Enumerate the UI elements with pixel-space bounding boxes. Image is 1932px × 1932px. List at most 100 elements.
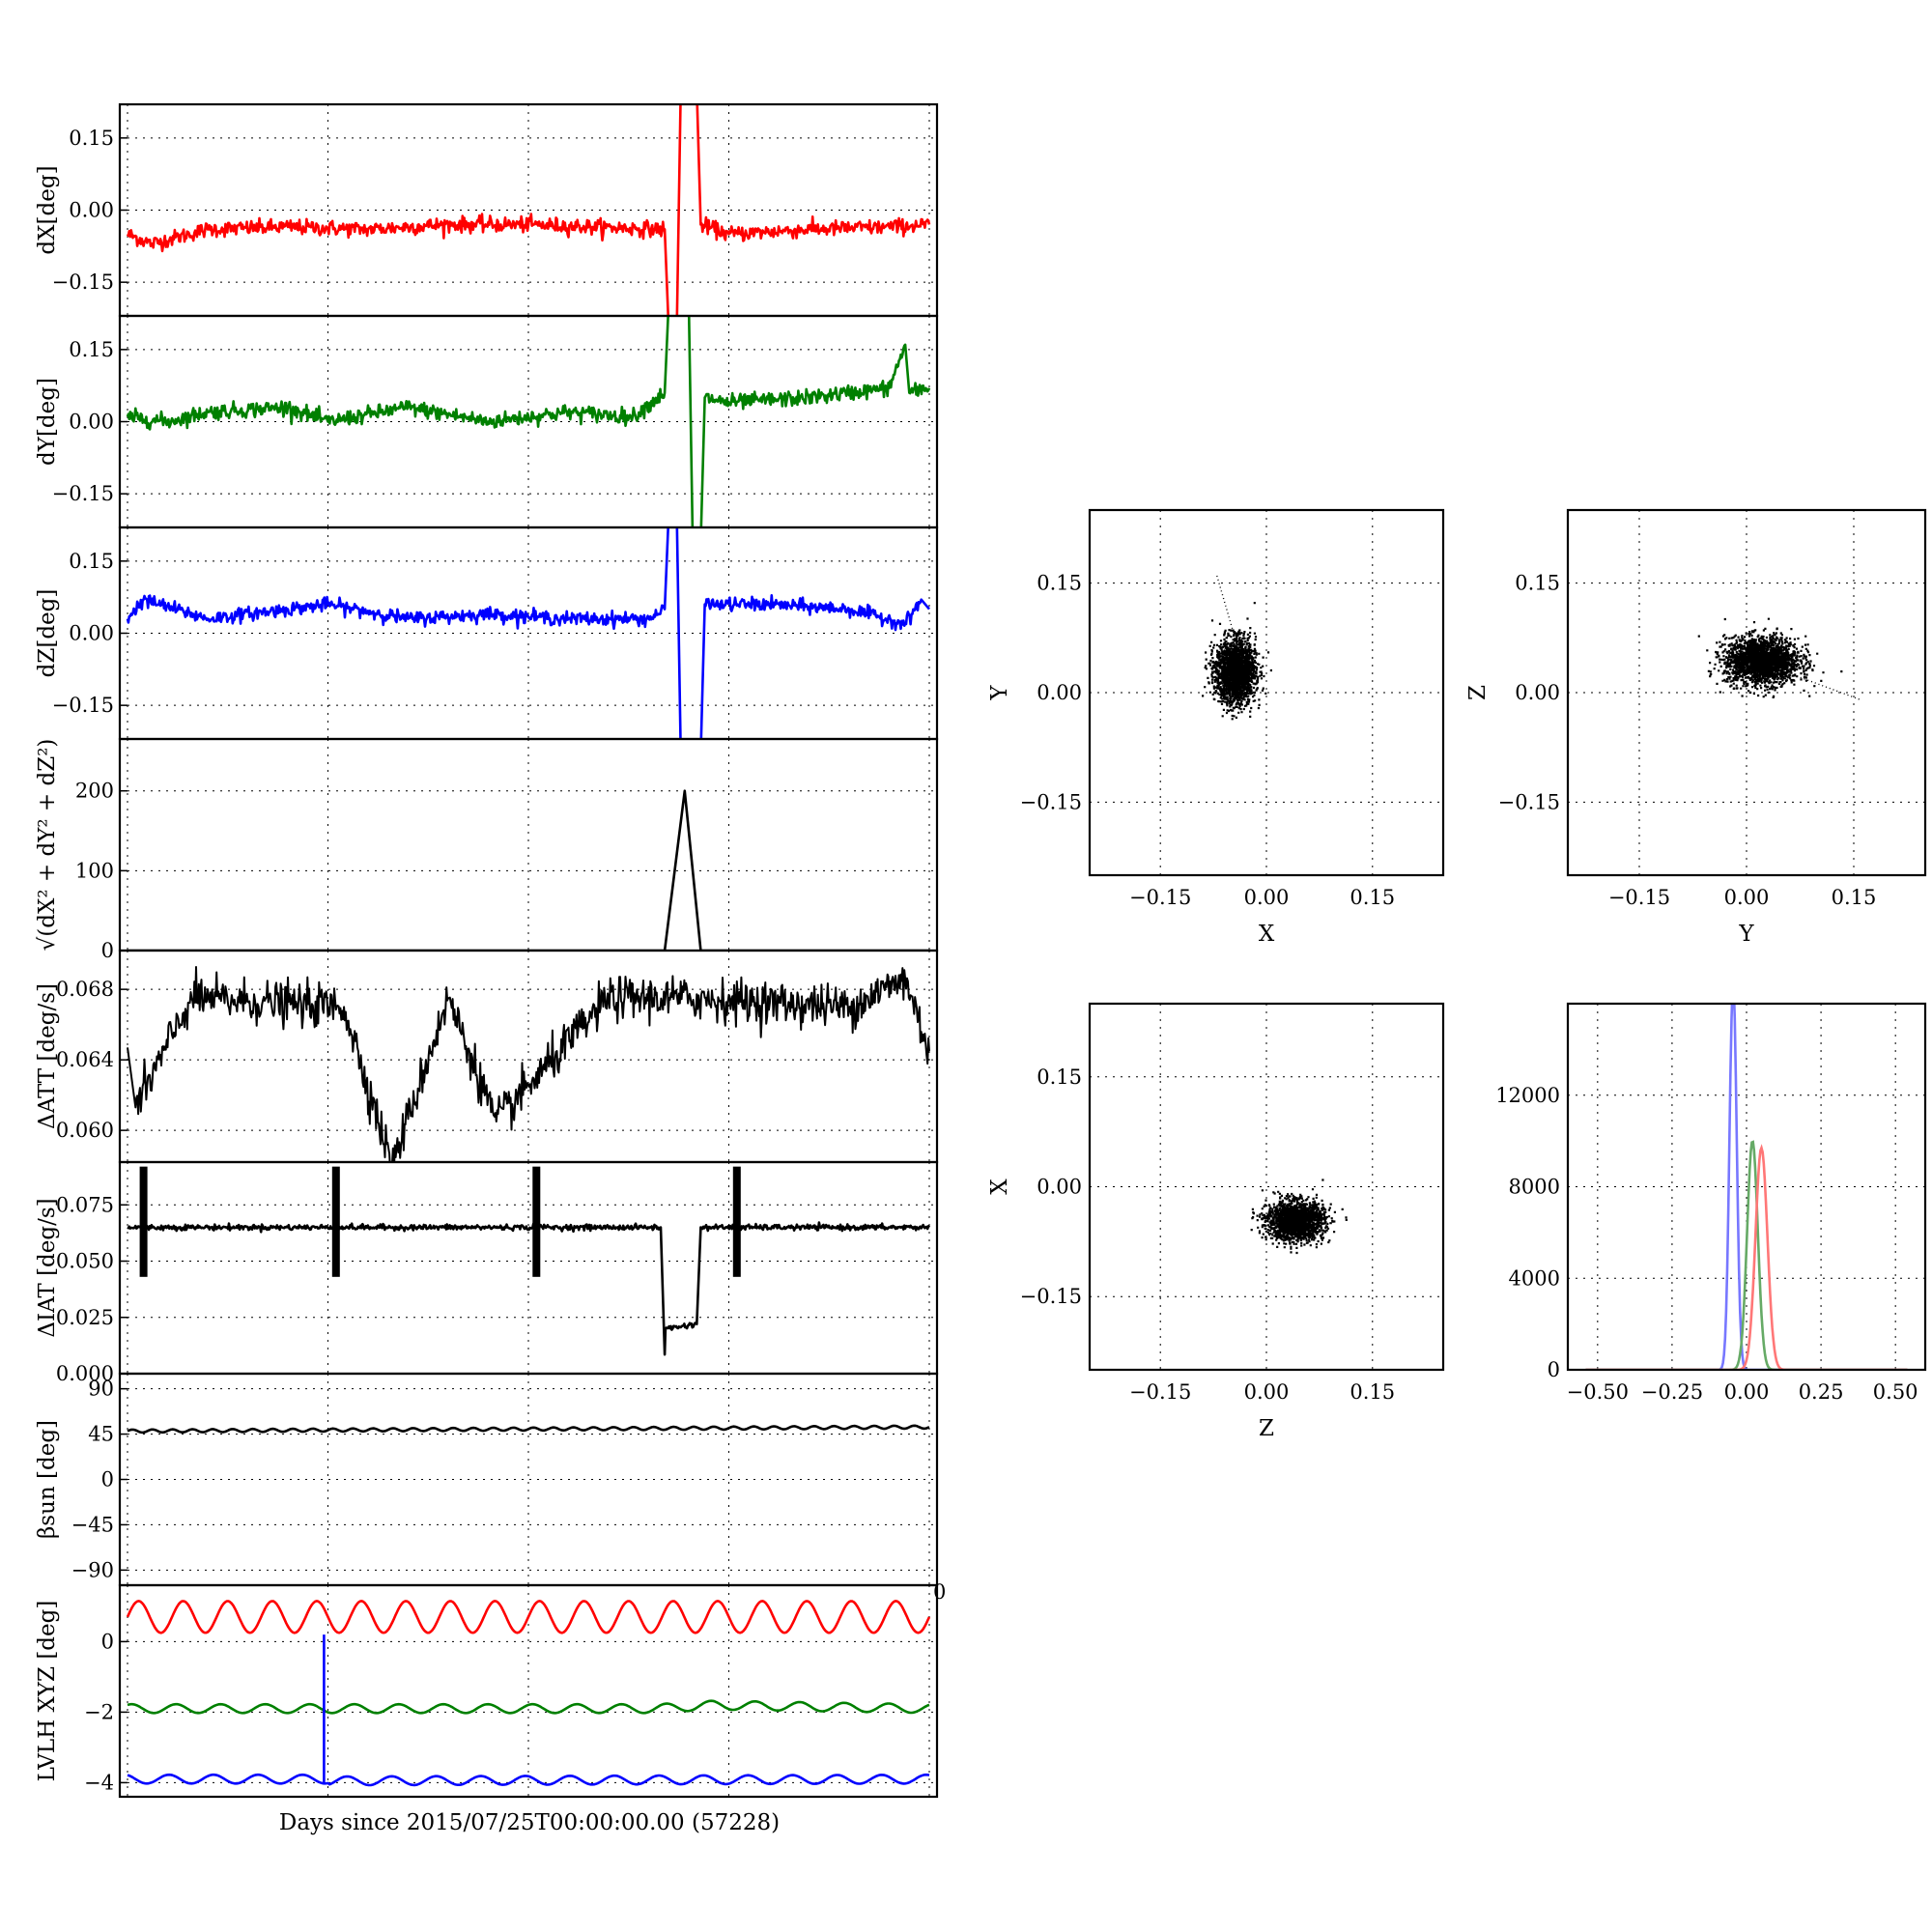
series-line-dY-0	[126, 316, 931, 527]
xtick-label: 0.15	[1350, 886, 1395, 909]
ytick-label: −4	[84, 1771, 114, 1794]
ytick-label: 0.15	[69, 127, 114, 150]
series-line-beta-0	[127, 1424, 930, 1435]
x-axis-label-scatterZX: Z	[1259, 1416, 1274, 1441]
y-axis-label-beta: βsun [deg]	[35, 1420, 60, 1539]
y-axis-label-scatterZX: X	[987, 1179, 1012, 1195]
ytick-label: 0.15	[1515, 572, 1560, 595]
xtick-label: 0.00	[1244, 886, 1290, 909]
scatter-points	[1697, 617, 1861, 701]
ytick-label: −0.15	[52, 482, 114, 505]
series-group	[127, 1424, 930, 1435]
xtick-label: 0.15	[1832, 886, 1877, 909]
series-line-dX-0	[126, 104, 931, 316]
xtick-label: 0.00	[1724, 1380, 1770, 1404]
ytick-label: −0.15	[1020, 1285, 1082, 1308]
series-group	[126, 316, 931, 527]
series-line-lvlh-0	[126, 1600, 931, 1634]
ytick-label: 0.00	[1515, 681, 1560, 704]
series-group	[127, 966, 930, 1162]
plot-area: 0.15 0.00 −0.15 dX[deg] 0.15 0.00 −0.15 dY[deg]…	[35, 102, 1927, 1799]
y-axis-label-scatterYZ: Z	[1465, 685, 1491, 700]
hist-line-1	[1585, 1140, 1908, 1370]
ytick-label: −45	[71, 1513, 114, 1536]
ytick-label: 0.068	[56, 978, 114, 1001]
ytick-label: 0.15	[1037, 1065, 1082, 1089]
ytick-label: −0.15	[52, 694, 114, 717]
y-axis-label-dZ: dZ[deg]	[35, 589, 60, 678]
ytick-label: 0	[101, 1468, 114, 1492]
ytick-label: −0.15	[1020, 790, 1082, 813]
xtick-label: −0.15	[1129, 886, 1191, 909]
xtick-label: 0.00	[1724, 886, 1770, 909]
ytick-label: 100	[75, 859, 114, 882]
series-line-lvlh-1	[127, 1699, 930, 1715]
panel-scatterYZ: −0.15 −0.15 0.00 0.00 0.15 0.15 Y Z	[1465, 508, 1927, 947]
ytick-label: 0.00	[69, 411, 114, 434]
xtick-label: −0.50	[1567, 1380, 1629, 1404]
panel-dY: 0.15 0.00 −0.15 dY[deg]	[35, 314, 939, 529]
ytick-label: 0	[101, 939, 114, 962]
panel-beta: 90 45 0 −45 −90 βsun [deg]	[35, 1372, 939, 1587]
ytick-label: 0.025	[56, 1306, 114, 1329]
ytick-label: 0.00	[69, 199, 114, 222]
panel-lvlh: 0 −2 −4 LVLH XYZ [deg]	[35, 1583, 939, 1799]
ytick-label: 0.075	[56, 1193, 114, 1216]
ytick-label: 200	[75, 780, 114, 803]
ytick-label: 45	[88, 1423, 114, 1446]
ytick-label: 0.060	[56, 1119, 114, 1142]
panel-frame-lvlh	[118, 1583, 939, 1799]
iat-burst	[532, 1166, 541, 1277]
panel-scatterXY: −0.15 −0.15 0.00 0.00 0.15 0.15 X Y	[987, 508, 1445, 947]
xtick-label: 0.15	[1350, 1380, 1395, 1404]
series-group	[127, 1166, 931, 1356]
ytick-label: 0.00	[69, 622, 114, 645]
series-line-dZ-0	[126, 527, 930, 739]
ytick-label: 0.064	[56, 1048, 114, 1071]
ytick-label: 0.15	[1037, 572, 1082, 595]
iat-burst	[331, 1166, 340, 1277]
ytick-label: 0.15	[69, 338, 114, 361]
panel-norm: 200 100 0 √(dX² + dY² + dZ²)	[35, 737, 939, 962]
panel-dZ: 0.15 0.00 −0.15 dZ[deg]	[35, 526, 939, 741]
ytick-label: −0.15	[52, 270, 114, 294]
y-axis-label-scatterXY: Y	[987, 685, 1012, 701]
iat-burst	[732, 1166, 741, 1277]
x-axis-label-scatterYZ: Y	[1738, 922, 1754, 947]
panel-frame-scatterYZ	[1566, 508, 1927, 877]
ytick-label: 90	[88, 1378, 114, 1401]
series-group	[126, 104, 931, 316]
ytick-label: 4000	[1509, 1266, 1560, 1290]
ytick-label: 0	[101, 1630, 114, 1653]
xtick-label: −0.15	[1129, 1380, 1191, 1404]
ytick-label: 0.00	[1037, 1176, 1082, 1199]
series-line-iat-0	[127, 1221, 931, 1356]
series-group	[128, 789, 929, 951]
scatter-cluster	[1202, 602, 1272, 721]
ytick-label: 0.15	[69, 550, 114, 573]
series-group	[126, 1600, 931, 1787]
panel-frame-histogram	[1566, 1002, 1927, 1372]
panel-dX: 0.15 0.00 −0.15 dX[deg]	[35, 102, 939, 318]
xtick-label: 0.00	[1244, 1380, 1290, 1404]
ytick-label: −90	[71, 1558, 114, 1581]
xtick-label: 0.50	[1873, 1380, 1918, 1404]
panel-iat: 0.075 0.050 0.025 0.000 ΔIAT [deg/s]	[35, 1160, 939, 1385]
xtick-label: 0.25	[1799, 1380, 1844, 1404]
series-line-lvlh-2	[127, 1634, 930, 1787]
y-axis-label-lvlh: LVLH XYZ [deg]	[35, 1601, 60, 1782]
panel-frame-scatterXY	[1088, 508, 1445, 877]
ytick-label: 0.000	[56, 1362, 114, 1385]
x-axis-label-scatterXY: X	[1259, 922, 1275, 947]
ytick-label: −0.15	[1498, 790, 1560, 813]
ytick-label: 12000	[1495, 1084, 1560, 1107]
y-axis-label-dX: dX[deg]	[35, 165, 60, 254]
xtick-label: −0.15	[1608, 886, 1670, 909]
y-axis-label-att: ΔATT [deg/s]	[35, 983, 60, 1129]
scatter-trail	[1781, 669, 1861, 701]
scatter-points	[1250, 1179, 1348, 1255]
scatter-cluster	[1250, 1179, 1348, 1255]
ytick-label: 0.050	[56, 1250, 114, 1273]
